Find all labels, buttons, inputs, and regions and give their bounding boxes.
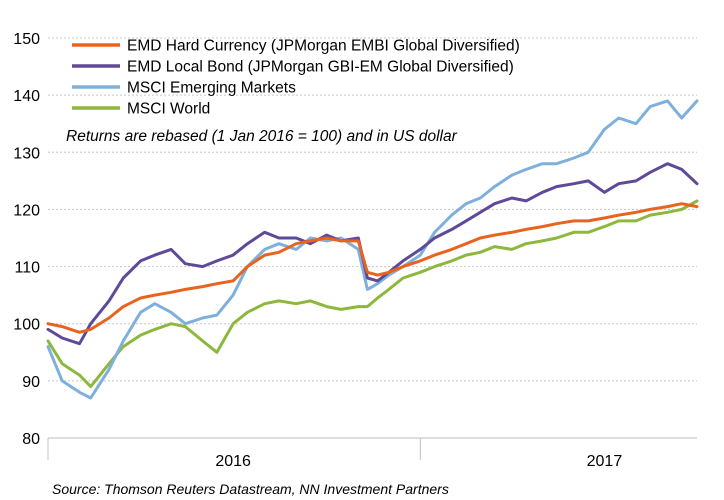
y-tick-label: 130 [13, 145, 40, 162]
x-tick-label: 2016 [215, 453, 251, 470]
series-line [46, 199, 699, 389]
legend-label: EMD Hard Currency (JPMorgan EMBI Global … [127, 38, 520, 55]
legend: EMD Hard Currency (JPMorgan EMBI Global … [72, 38, 520, 118]
legend-label: MSCI World [127, 101, 210, 118]
x-axis-ticks: 2016 2017 [47, 438, 623, 470]
legend-label: MSCI Emerging Markets [127, 80, 296, 97]
legend-label: EMD Local Bond (JPMorgan GBI-EM Global D… [127, 59, 514, 76]
series-lines [46, 99, 699, 400]
y-tick-label: 150 [13, 31, 40, 48]
series-line [46, 162, 699, 346]
x-tick-label: 2017 [587, 453, 623, 470]
gridlines [48, 37, 697, 382]
y-tick-label: 140 [13, 88, 40, 105]
y-tick-label: 120 [13, 202, 40, 219]
source-note: Source: Thomson Reuters Datastream, NN I… [52, 481, 449, 497]
y-tick-label: 90 [22, 374, 40, 391]
y-tick-label: 110 [14, 260, 40, 277]
rebase-annotation: Returns are rebased (1 Jan 2016 = 100) a… [66, 128, 458, 145]
y-axis-ticks: 80 90 100 110 120 130 140 150 [13, 31, 40, 448]
y-tick-label: 80 [22, 431, 40, 448]
y-tick-label: 100 [13, 317, 40, 334]
series-line [46, 99, 699, 400]
series-line [46, 202, 699, 334]
